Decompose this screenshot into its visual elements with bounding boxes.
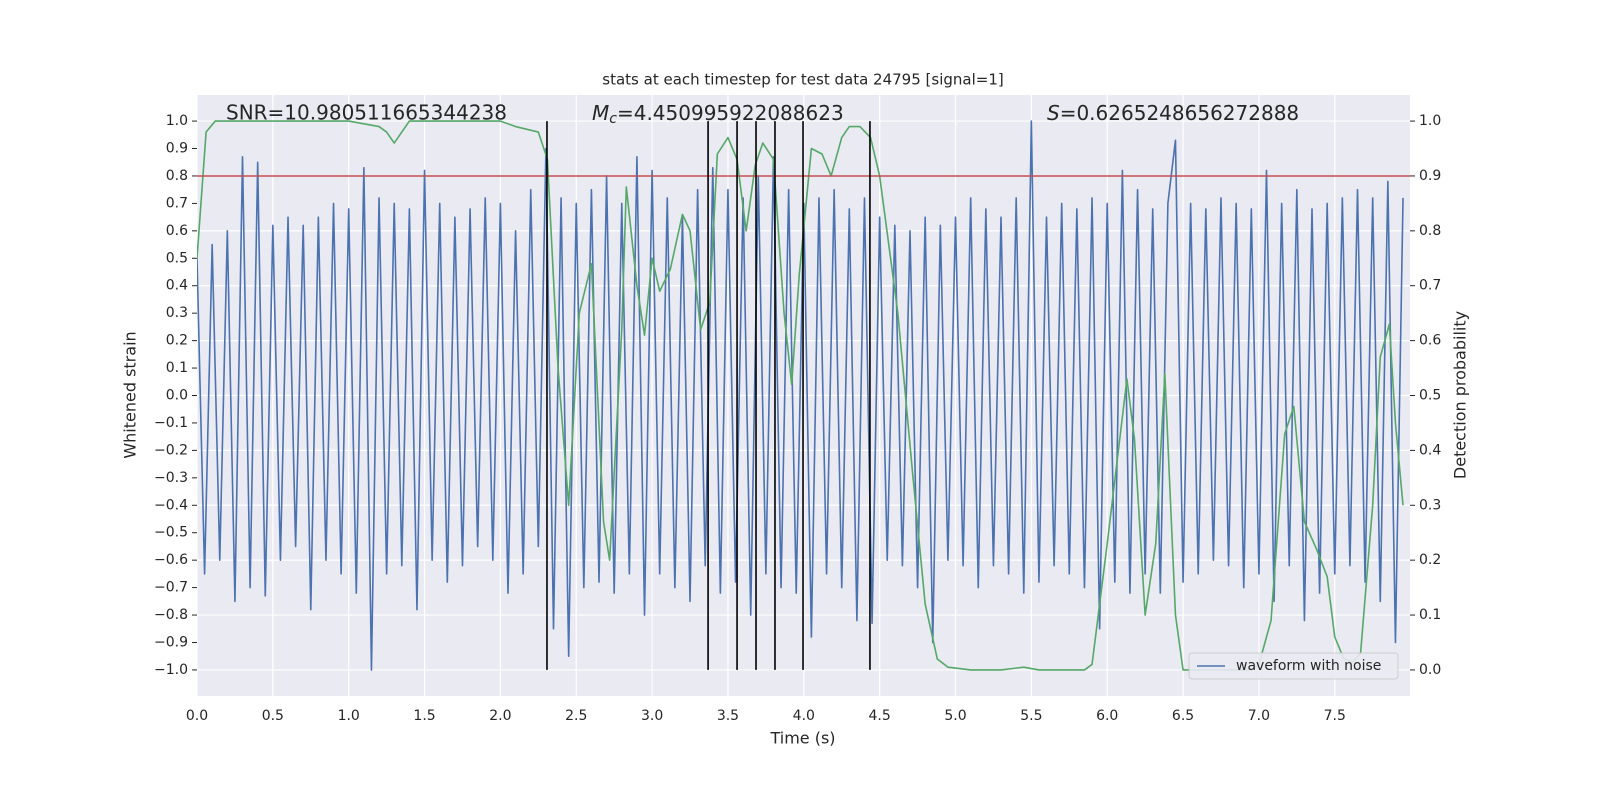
y2-tick-label: 0.1 (1419, 607, 1441, 623)
y-tick-label: −0.5 (154, 525, 188, 541)
x-tick-label: 2.0 (489, 708, 511, 724)
y-axis-label: Whitened strain (121, 331, 140, 458)
y-tick-label: 1.0 (166, 113, 188, 129)
y-tick-label: 0.3 (166, 305, 188, 321)
y-tick-label: −0.6 (154, 552, 188, 568)
annotation-text: =4.450995922088623 (617, 101, 844, 125)
y2-tick-label: 1.0 (1419, 113, 1441, 129)
x-tick-label: 6.0 (1096, 708, 1118, 724)
x-tick-label: 1.0 (338, 708, 360, 724)
y-tick-label: −0.4 (154, 497, 188, 513)
x-tick-label: 4.0 (793, 708, 815, 724)
annotation-subscript: c (609, 111, 617, 127)
x-tick-label: 2.5 (565, 708, 587, 724)
legend-box (1188, 652, 1399, 680)
y-tick-label: 0.7 (166, 195, 188, 211)
annotation-text: =0.6265248656272888 (1060, 101, 1299, 125)
x-tick-label: 1.5 (413, 708, 435, 724)
annotation: SNR=10.980511665344238 (226, 101, 507, 125)
x-tick-label: 4.5 (869, 708, 891, 724)
annotation: Mc=4.450995922088623 (592, 101, 844, 128)
y2-tick-label: 0.8 (1419, 223, 1441, 239)
annotation: S=0.6265248656272888 (1047, 101, 1299, 125)
y-tick-label: −0.2 (154, 442, 188, 458)
y-tick-label: −1.0 (154, 662, 188, 678)
y-tick-label: 0.8 (166, 168, 188, 184)
x-tick-label: 6.5 (1172, 708, 1194, 724)
y2-tick-label: 0.2 (1419, 552, 1441, 568)
x-axis-label: Time (s) (769, 729, 835, 748)
x-tick-label: 7.0 (1248, 708, 1270, 724)
y-tick-label: 0.6 (166, 223, 188, 239)
y2-axis-label: Detection probability (1451, 311, 1470, 479)
y-tick-label: −0.8 (154, 607, 188, 623)
y2-tick-label: 0.7 (1419, 278, 1441, 294)
y-tick-label: −0.3 (154, 470, 188, 486)
axes: 0.0 0.5 1.0 1.5 2.0 2.5 3.0 3.5 4.0 4.5 5.0 5.5 6.0 6… (154, 113, 1441, 724)
x-tick-label: 5.5 (1020, 708, 1042, 724)
annotation-symbol: S (1047, 101, 1060, 125)
y-tick-label: 0.0 (166, 388, 188, 404)
y-tick-label: −0.1 (154, 415, 188, 431)
x-tick-label: 0.0 (186, 708, 208, 724)
y2-tick-label: 0.4 (1419, 442, 1441, 458)
y2-tick-label: 0.3 (1419, 497, 1441, 513)
y-tick-label: 0.1 (166, 360, 188, 376)
legend: waveform with noise (1188, 652, 1399, 680)
x-tick-label: 0.5 (262, 708, 284, 724)
y-tick-label: 0.2 (166, 333, 188, 349)
legend-label: waveform with noise (1236, 658, 1381, 674)
y2-tick-label: 0.6 (1419, 333, 1441, 349)
x-tick-label: 7.5 (1324, 708, 1346, 724)
series-line (197, 120, 1404, 671)
y-tick-label: 0.4 (166, 278, 188, 294)
y2-tick-label: 0.5 (1419, 388, 1441, 404)
y-tick-label: 0.9 (166, 141, 188, 157)
y2-tick-label: 0.9 (1419, 168, 1441, 184)
y2-tick-label: 0.0 (1419, 662, 1441, 678)
marks (197, 120, 1410, 671)
chart-title: stats at each timestep for test data 247… (602, 71, 1003, 89)
x-tick-label: 5.0 (944, 708, 966, 724)
annotation-symbol: M (592, 101, 609, 125)
series-line (197, 120, 1404, 671)
y-tick-label: −0.7 (154, 580, 188, 596)
y-tick-label: 0.5 (166, 250, 188, 266)
y-tick-label: −0.9 (154, 634, 188, 650)
x-tick-label: 3.0 (641, 708, 663, 724)
x-tick-label: 3.5 (717, 708, 739, 724)
